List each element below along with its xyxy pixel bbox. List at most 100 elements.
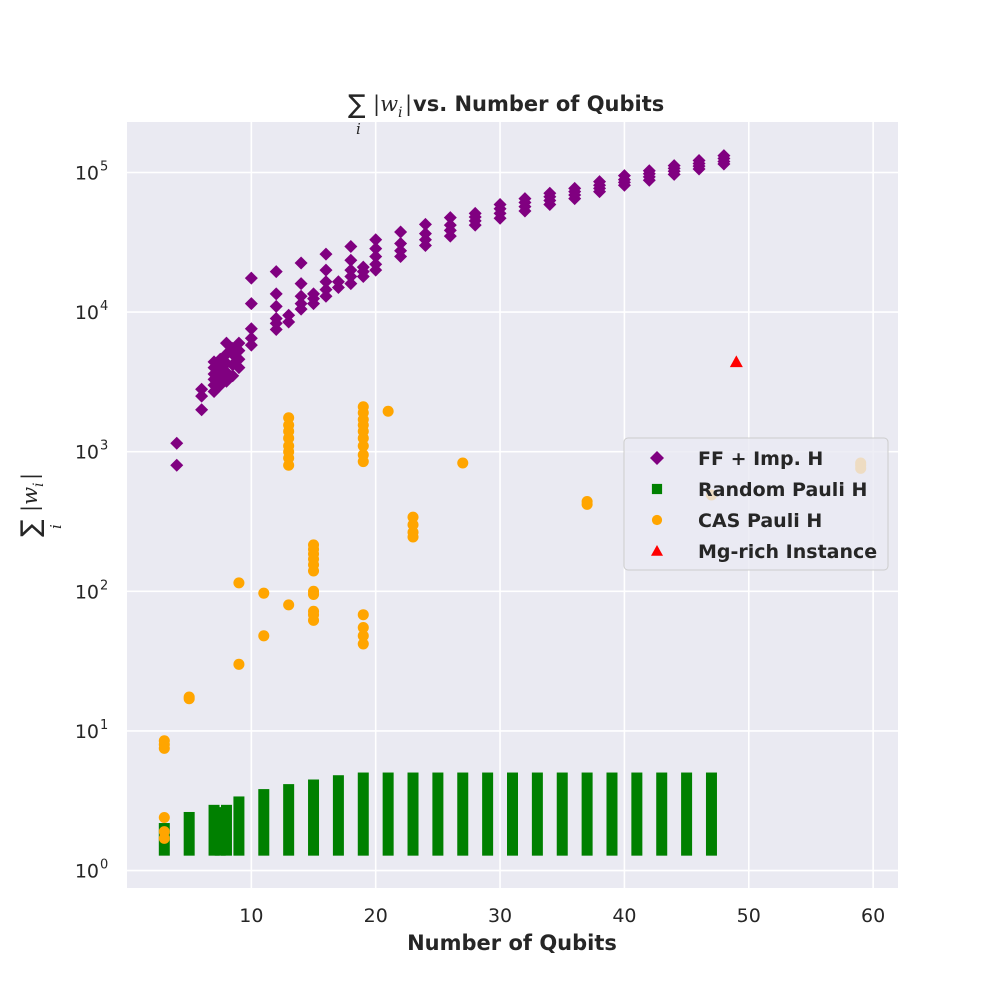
data-point (369, 257, 383, 271)
data-point (593, 175, 607, 189)
data-column (214, 807, 226, 856)
data-column (581, 772, 593, 856)
data-point (195, 389, 209, 403)
data-point (356, 260, 370, 274)
ylabel-abs-subscript: i (31, 483, 47, 487)
data-point (244, 297, 258, 311)
data-column (183, 811, 195, 856)
title-abs-subscript: i (398, 105, 402, 121)
title-abs-w: |w (373, 92, 398, 117)
x-tick-label: 20 (364, 905, 388, 927)
data-point (232, 352, 246, 366)
data-point (244, 322, 258, 336)
data-point (269, 299, 283, 313)
data-point (244, 271, 258, 285)
data-point (369, 233, 383, 247)
data-point (294, 289, 308, 303)
data-point (158, 826, 170, 838)
legend-marker (651, 483, 663, 495)
legend-label: FF + Imp. H (698, 448, 823, 470)
ylabel-abs-close: | (18, 473, 43, 480)
data-point (729, 355, 743, 368)
data-point (294, 256, 308, 270)
data-point (308, 585, 320, 597)
title-sum-symbol: ∑ (348, 90, 366, 120)
y-tick-label: 10 (75, 163, 99, 185)
data-point (344, 240, 358, 254)
data-point (183, 691, 195, 703)
data-point (283, 599, 295, 611)
data-point (617, 169, 631, 183)
data-column (531, 772, 543, 856)
series-ff-imp-h (170, 149, 731, 472)
data-column (656, 772, 668, 856)
data-column (407, 772, 419, 856)
y-tick-label: 10 (75, 721, 99, 743)
data-point (344, 277, 358, 291)
data-point (543, 186, 557, 200)
data-point (394, 244, 408, 258)
y-tick-label: 10 (75, 581, 99, 603)
data-point (369, 250, 383, 264)
data-point (418, 227, 432, 241)
y-tick-exponent: 3 (100, 439, 108, 454)
data-column (507, 772, 518, 856)
series-cas-pauli-h (158, 401, 867, 844)
data-point (357, 638, 369, 650)
x-tick-labels: 10 20 30 40 50 60 (239, 905, 885, 927)
data-point (269, 265, 283, 279)
data-column (482, 772, 494, 856)
data-point (282, 315, 296, 329)
data-point (319, 283, 333, 297)
data-point (581, 495, 593, 508)
data-point (282, 308, 296, 322)
data-point (283, 440, 295, 452)
ylabel-sum-subscript: i (47, 524, 65, 529)
data-point (226, 369, 240, 383)
data-column (556, 772, 568, 856)
legend: FF + Imp. H Random Pauli H CAS Pauli H Mg-r… (623, 437, 889, 571)
data-point (319, 289, 333, 303)
data-point (493, 197, 507, 211)
data-point (518, 192, 532, 206)
series-mg-rich-instance (729, 355, 743, 368)
data-point (233, 577, 245, 589)
series-random-pauli-h (158, 772, 717, 856)
data-point (232, 344, 246, 358)
x-axis-label: Number of Qubits (407, 931, 617, 955)
ylabel-abs-w: |w (18, 487, 43, 512)
data-point (357, 449, 369, 461)
legend-box (623, 437, 889, 571)
chart-title: ∑ i |w i | vs. Number of Qubits (348, 90, 664, 138)
data-point (319, 247, 333, 261)
legend-items: FF + Imp. H Random Pauli H CAS Pauli H Mg-r… (650, 448, 877, 563)
data-point (294, 297, 308, 311)
data-point (457, 457, 469, 469)
data-column (382, 772, 394, 856)
data-point (232, 336, 246, 350)
data-point (344, 263, 358, 277)
data-point (269, 287, 283, 301)
data-point (568, 181, 582, 195)
data-column (233, 796, 245, 856)
data-point (468, 206, 482, 220)
legend-marker (651, 545, 663, 556)
data-column (357, 772, 369, 856)
x-tick-label: 10 (239, 905, 263, 927)
data-column (220, 804, 232, 856)
ylabel-sum-symbol: ∑ (16, 519, 46, 537)
data-column (457, 772, 469, 856)
data-point (418, 217, 432, 231)
data-point (244, 331, 258, 345)
title-abs-close: | (405, 92, 412, 117)
title-text: vs. Number of Qubits (413, 92, 664, 116)
data-point (331, 275, 345, 289)
data-column (705, 772, 717, 856)
y-tick-exponent: 0 (100, 858, 108, 873)
x-tick-label: 50 (737, 905, 761, 927)
legend-label: Mg-rich Instance (698, 541, 877, 563)
data-column (432, 772, 444, 856)
data-point (319, 275, 333, 289)
data-point (244, 338, 258, 352)
data-point (195, 382, 209, 396)
